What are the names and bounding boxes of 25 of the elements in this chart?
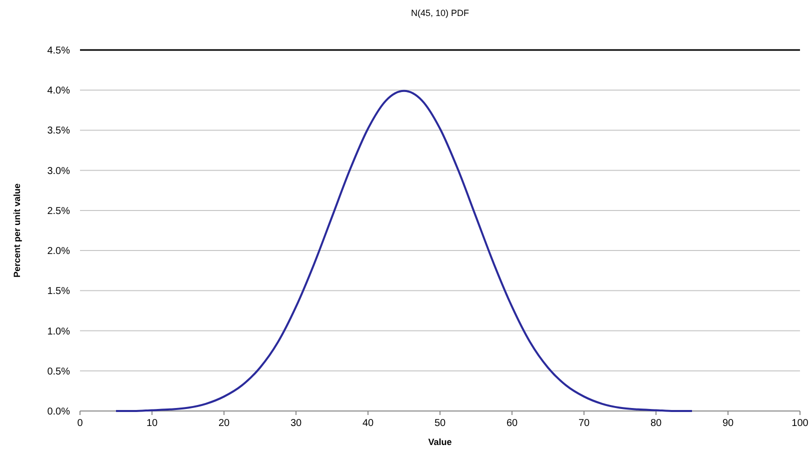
x-tick-label: 60 <box>506 418 518 429</box>
x-tick-label: 0 <box>77 418 84 429</box>
x-tick-label: 30 <box>290 418 302 429</box>
x-tick-label: 40 <box>362 418 374 429</box>
chart-title: N(45, 10) PDF <box>410 8 470 18</box>
y-tick-label: 4.5% <box>47 46 70 56</box>
y-tick-label: 3.5% <box>47 126 70 137</box>
x-tick-label: 50 <box>434 418 446 429</box>
x-tick-label: 10 <box>146 418 158 429</box>
y-tick-label: 3.0% <box>47 166 70 177</box>
x-tick-label: 20 <box>218 418 230 429</box>
y-tick-label: 1.5% <box>47 286 70 298</box>
line-series <box>115 90 693 412</box>
x-tick-label: 90 <box>722 418 734 429</box>
y-axis-title: Percent per unit value <box>12 183 22 278</box>
y-tick-label: 2.5% <box>47 206 70 217</box>
x-tick-label: 80 <box>650 418 662 429</box>
x-axis-title: Value <box>428 437 452 447</box>
y-tick-label: 0.5% <box>47 366 70 378</box>
y-tick-label: 2.0% <box>47 246 70 258</box>
x-tick-label: 70 <box>578 418 590 429</box>
y-tick-label: 0.0% <box>47 406 70 418</box>
y-tick-label: 4.0% <box>47 86 70 97</box>
x-tick-label: 100 <box>792 418 809 429</box>
y-tick-label: 1.0% <box>47 326 70 338</box>
